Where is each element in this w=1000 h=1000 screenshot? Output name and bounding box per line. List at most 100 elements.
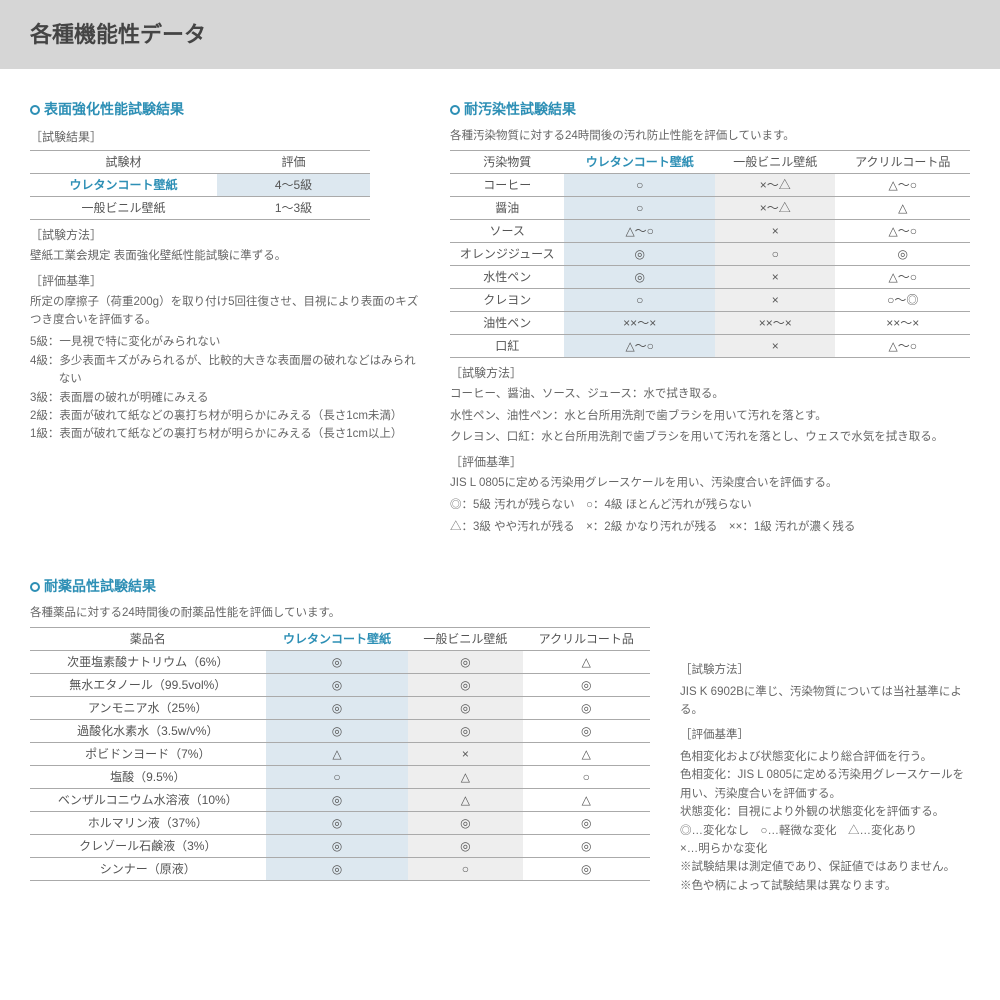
section1-title: 表面強化性能試験結果 (30, 99, 420, 120)
table-row: ベンザルコニウム水溶液（10%）◎△△ (30, 788, 650, 811)
cell: ◎ (523, 811, 650, 834)
s1-col-material: 試験材 (30, 151, 217, 174)
s3-criteria-label: ［評価基準］ (680, 726, 970, 744)
row-label: ポビドンヨード（7%） (30, 742, 266, 765)
section1-title-text: 表面強化性能試験結果 (44, 101, 184, 117)
cell: ○ (564, 288, 715, 311)
s3-crit-7: ※色や柄によって試験結果は異なります。 (680, 877, 970, 895)
cell: ◎ (266, 650, 409, 673)
cell: ××～× (835, 311, 970, 334)
col-header: ウレタンコート壁紙 (564, 150, 715, 173)
cell: ◎ (564, 265, 715, 288)
row-label: オレンジジュース (450, 242, 564, 265)
s1-r1-val: 1～3級 (217, 197, 370, 220)
row-label: 水性ペン (450, 265, 564, 288)
s2-method-label: ［試験方法］ (450, 364, 970, 382)
row-label: 塩酸（9.5%） (30, 765, 266, 788)
row-label: 油性ペン (450, 311, 564, 334)
cell: △ (835, 196, 970, 219)
s1-method-text: 壁紙工業会規定 表面強化壁紙性能試験に準ずる。 (30, 248, 420, 266)
s1-r0-name: ウレタンコート壁紙 (30, 174, 217, 197)
col-header: 一般ビニル壁紙 (715, 150, 835, 173)
section3-title-text: 耐薬品性試験結果 (44, 578, 156, 594)
s3-crit-4: ◎…変化なし ○…軽微な変化 △…変化あり (680, 822, 970, 840)
section2-title: 耐汚染性試験結果 (450, 99, 970, 120)
s3-crit-1: 色相変化および状態変化により総合評価を行う。 (680, 748, 970, 766)
table-row: クレヨン○×○～◎ (450, 288, 970, 311)
grade-line: 4級：多少表面キズがみられるが、比較的大きな表面層の破れなどはみられない (30, 352, 420, 389)
section-chemical-resistance: 耐薬品性試験結果 各種薬品に対する24時間後の耐薬品性能を評価しています。 薬品… (30, 576, 970, 896)
section2-title-text: 耐汚染性試験結果 (464, 101, 576, 117)
cell: ×～△ (715, 173, 835, 196)
bullet-icon (30, 582, 40, 592)
row-label: ソース (450, 219, 564, 242)
cell: ◎ (408, 696, 522, 719)
cell: × (715, 288, 835, 311)
cell: △～○ (835, 265, 970, 288)
s3-method-text: JIS K 6902Bに準じ、汚染物質については当社基準による。 (680, 683, 970, 720)
cell: ◎ (523, 719, 650, 742)
row-label: 口紅 (450, 334, 564, 357)
cell: ◎ (564, 242, 715, 265)
s2-crit-2: ◎：5級 汚れが残らない ○：4級 ほとんど汚れが残らない (450, 497, 970, 515)
row-label: 次亜塩素酸ナトリウム（6%） (30, 650, 266, 673)
row-label: 過酸化水素水（3.5w/v%） (30, 719, 266, 742)
cell: × (408, 742, 522, 765)
section1-table: 試験材 評価 ウレタンコート壁紙 4～5級 一般ビニル壁紙 1～3級 (30, 150, 370, 220)
cell: ××～× (564, 311, 715, 334)
col-header: アクリルコート品 (835, 150, 970, 173)
cell: ◎ (408, 719, 522, 742)
cell: ○ (266, 765, 409, 788)
cell: ◎ (408, 650, 522, 673)
col-header: アクリルコート品 (523, 627, 650, 650)
cell: ○ (715, 242, 835, 265)
table-row: ポビドンヨード（7%）△×△ (30, 742, 650, 765)
row-label: ホルマリン液（37%） (30, 811, 266, 834)
s2-method-1: コーヒー、醤油、ソース、ジュース：水で拭き取る。 (450, 386, 970, 404)
cell: △～○ (835, 219, 970, 242)
section3-title: 耐薬品性試験結果 (30, 576, 970, 597)
table-row: 醤油○×～△△ (450, 196, 970, 219)
s1-method-label: ［試験方法］ (30, 226, 420, 244)
s2-crit-3: △：3級 やや汚れが残る ×：2級 かなり汚れが残る ××：1級 汚れが濃く残る (450, 519, 970, 537)
table-row: 水性ペン◎×△～○ (450, 265, 970, 288)
s3-crit-6: ※試験結果は測定値であり、保証値ではありません。 (680, 858, 970, 876)
section-stain-resistance: 耐汚染性試験結果 各種汚染物質に対する24時間後の汚れ防止性能を評価しています。… (450, 99, 970, 541)
cell: ○ (564, 196, 715, 219)
table-row: ウレタンコート壁紙 4～5級 (30, 174, 370, 197)
section3-intro: 各種薬品に対する24時間後の耐薬品性能を評価しています。 (30, 605, 970, 623)
cell: △～○ (564, 219, 715, 242)
table-row: 無水エタノール（99.5vol%）◎◎◎ (30, 673, 650, 696)
row-label: クレゾール石鹸液（3%） (30, 834, 266, 857)
s3-crit-3: 状態変化：目視により外観の状態変化を評価する。 (680, 803, 970, 821)
grade-line: 1級：表面が破れて紙などの裏打ち材が明らかにみえる（長さ1cm以上） (30, 425, 420, 443)
cell: △ (523, 742, 650, 765)
cell: ○ (523, 765, 650, 788)
s3-crit-5: ×…明らかな変化 (680, 840, 970, 858)
cell: ◎ (266, 696, 409, 719)
cell: ◎ (266, 857, 409, 880)
cell: ◎ (266, 719, 409, 742)
cell: △～○ (835, 173, 970, 196)
col-header: 一般ビニル壁紙 (408, 627, 522, 650)
cell: △～○ (564, 334, 715, 357)
s3-method-label: ［試験方法］ (680, 661, 970, 679)
s2-criteria-label: ［評価基準］ (450, 453, 970, 471)
table-row: 過酸化水素水（3.5w/v%）◎◎◎ (30, 719, 650, 742)
cell: ×～△ (715, 196, 835, 219)
cell: × (715, 219, 835, 242)
table-row: 次亜塩素酸ナトリウム（6%）◎◎△ (30, 650, 650, 673)
cell: △ (523, 788, 650, 811)
col-header: 汚染物質 (450, 150, 564, 173)
grade-line: 2級：表面が破れて紙などの裏打ち材が明らかにみえる（長さ1cm未満） (30, 407, 420, 425)
section3-table: 薬品名ウレタンコート壁紙一般ビニル壁紙アクリルコート品次亜塩素酸ナトリウム（6%… (30, 627, 650, 881)
cell: △～○ (835, 334, 970, 357)
table-row: コーヒー○×～△△～○ (450, 173, 970, 196)
cell: ○～◎ (835, 288, 970, 311)
bullet-icon (30, 105, 40, 115)
cell: ○ (564, 173, 715, 196)
s1-col-eval: 評価 (217, 151, 370, 174)
cell: ◎ (266, 834, 409, 857)
row-label: シンナー（原液） (30, 857, 266, 880)
section3-side-notes: ［試験方法］ JIS K 6902Bに準じ、汚染物質については当社基準による。 … (680, 627, 970, 896)
